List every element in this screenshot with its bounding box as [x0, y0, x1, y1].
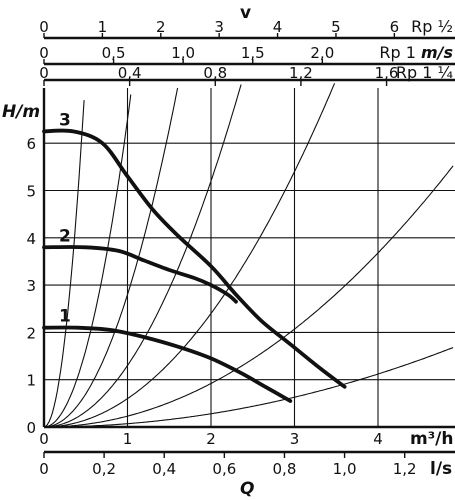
y-tick-label-0: 0: [26, 419, 36, 437]
secondary-axis-1-tick-label-2: 2: [156, 18, 166, 36]
system-curve-1: [43, 100, 85, 428]
x-axis-label: Q: [240, 479, 254, 499]
bottom-axis-tick-label-6: 1,2: [393, 460, 417, 478]
y-axis-label: H/m: [2, 102, 40, 122]
system-curve-6: [44, 165, 454, 428]
secondary-axis-2-tick-label-2: 1,0: [171, 44, 195, 62]
pump-curve-1: [42, 325, 293, 403]
x-unit-label: m³/h: [410, 429, 453, 449]
pump-curve-2: [42, 245, 238, 304]
secondary-axis-2-name: Rp 1 m/s: [379, 43, 453, 62]
velocity-label: v: [240, 3, 251, 23]
secondary-axes: 0 1 2 3 4 5 6 Rp ½ 0 0,5 1,0 1,5 2,0 Rp 1 m/s 0 0,4 0,8 1…: [39, 17, 455, 86]
system-curve-2: [43, 94, 132, 428]
secondary-axis-2-tick-label-1: 0,5: [102, 44, 126, 62]
secondary-axis-1-tick-label-3: 3: [214, 18, 224, 36]
bottom-axis-tick-label-3: 0,6: [212, 460, 236, 478]
pump-curve-label-3: 3: [59, 110, 71, 130]
y-tick-label-4: 4: [26, 230, 36, 248]
pump-curve-3: [42, 128, 347, 389]
secondary-axis-2-tick-label-0: 0: [39, 44, 49, 62]
secondary-axis-2-tick-label-4: 2,0: [310, 44, 334, 62]
system-curve-3: [43, 87, 179, 428]
bottom-axis-tick-label-4: 0,8: [273, 460, 297, 478]
pump-curve-label-2: 2: [59, 226, 71, 246]
secondary-axis-3-tick-label-4: 1,6: [375, 64, 399, 82]
y-tick-label-3: 3: [26, 277, 36, 295]
secondary-axis-1-tick-label-4: 4: [273, 18, 283, 36]
x-tick-label-3: 3: [290, 430, 300, 448]
pump-curves: 3 2 1: [42, 110, 347, 403]
bottom-unit-label: l/s: [430, 459, 452, 479]
y-tick-label-6: 6: [26, 135, 36, 153]
secondary-axis-3-tick-label-1: 0,4: [118, 64, 142, 82]
y-tick-label-5: 5: [26, 183, 36, 201]
system-curve-7: [44, 346, 454, 428]
x-tick-label-4: 4: [373, 430, 383, 448]
x-tick-label-1: 1: [123, 430, 133, 448]
secondary-axis-3-tick-label-0: 0: [39, 64, 49, 82]
secondary-axis-1-name: Rp ½: [411, 17, 453, 36]
x-tick-label-2: 2: [206, 430, 216, 448]
bottom-axis-tick-label-2: 0,4: [152, 460, 176, 478]
secondary-axis-2-tick-label-3: 1,5: [241, 44, 265, 62]
bottom-axis-tick-label-0: 0: [39, 460, 49, 478]
secondary-axis-3-name: Rp 1 ¼: [396, 63, 453, 82]
system-curves: [43, 83, 454, 428]
pump-curve-label-1: 1: [59, 307, 71, 327]
secondary-axis-1-tick-label-6: 6: [390, 18, 400, 36]
secondary-axis-3-tick-label-2: 0,8: [203, 64, 227, 82]
bottom-axis: 0 0,2 0,4 0,6 0,8 1,0 1,2: [39, 450, 455, 478]
grid: [44, 88, 455, 427]
x-tick-label-0: 0: [39, 430, 49, 448]
secondary-axis-1-tick-label-5: 5: [331, 18, 341, 36]
y-tick-label-1: 1: [26, 372, 36, 390]
bottom-axis-tick-label-5: 1,0: [333, 460, 357, 478]
secondary-axis-3-tick-label-3: 1,2: [289, 64, 313, 82]
secondary-axis-2-unit: m/s: [421, 43, 453, 62]
bottom-axis-tick-label-1: 0,2: [92, 460, 116, 478]
secondary-axis-1-tick-label-0: 0: [39, 18, 49, 36]
secondary-axis-1-tick-label-1: 1: [98, 18, 108, 36]
system-curve-5: [44, 83, 336, 428]
axes: 0 1 2 3 4 5 6 0 1 2 3 4: [26, 88, 455, 448]
system-curve-4: [44, 84, 242, 428]
y-tick-label-2: 2: [26, 324, 36, 342]
